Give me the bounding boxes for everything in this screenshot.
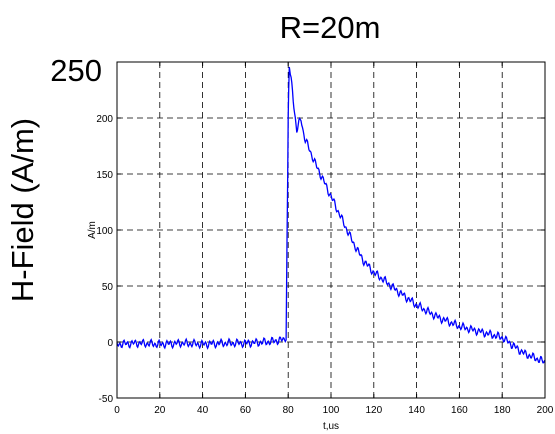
series-layer [116,66,546,364]
x-tick-label: 80 [283,405,295,416]
y-axis-title: H-Field (A/m) [5,118,40,302]
x-tick-label: 40 [197,405,209,416]
y-axis-label: A/m [87,221,98,239]
x-tick-label: 120 [365,405,382,416]
y-tick-label: -50 [99,394,114,405]
chart-title: R=20m [280,10,381,45]
x-ticks: 0 20 40 60 80 100 120 140 160 180 200 [114,62,554,416]
x-tick-label: 180 [494,405,511,416]
y-tick-label: 200 [96,114,113,125]
x-tick-label: 60 [240,405,252,416]
x-tick-label: 200 [537,405,554,416]
x-tick-label: 140 [408,405,425,416]
x-tick-label: 0 [114,405,120,416]
x-axis-label: t,us [323,421,339,432]
y-tick-label: 100 [96,226,113,237]
y-ticks: -50 0 50 100 150 200 [96,114,545,405]
x-tick-label: 160 [451,405,468,416]
series-line [116,66,546,364]
y-tick-label: 150 [96,170,113,181]
y-tick-label: 0 [107,338,113,349]
y-axis-top-label: 250 [50,53,102,88]
x-tick-label: 20 [154,405,166,416]
y-tick-label: 50 [102,282,114,293]
x-tick-label: 100 [323,405,340,416]
